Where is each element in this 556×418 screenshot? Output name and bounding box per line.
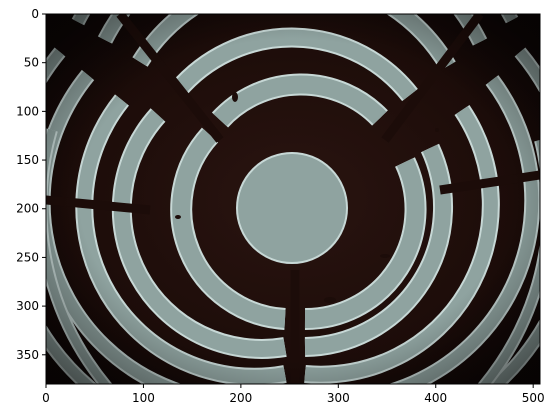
x-tick-label: 100 [132, 391, 155, 405]
x-tick-label: 0 [42, 391, 50, 405]
y-axis: 0 50 100 150 200 250 300 350 [16, 7, 46, 362]
x-tick-label: 200 [229, 391, 252, 405]
x-axis: 0 100 200 300 400 500 [42, 384, 545, 405]
y-tick-label: 50 [24, 56, 39, 70]
y-tick-label: 200 [16, 202, 39, 216]
y-tick-label: 350 [16, 348, 39, 362]
y-tick-label: 100 [16, 104, 39, 118]
y-tick-label: 250 [16, 250, 39, 264]
microscope-image [46, 14, 540, 384]
x-tick-label: 300 [327, 391, 350, 405]
y-tick-label: 0 [31, 7, 39, 21]
plot-frame [45, 13, 541, 385]
image-vignette [46, 14, 540, 384]
y-tick-label: 300 [16, 299, 39, 313]
y-tick-label: 150 [16, 153, 39, 167]
x-tick-label: 500 [522, 391, 545, 405]
x-tick-label: 400 [424, 391, 447, 405]
